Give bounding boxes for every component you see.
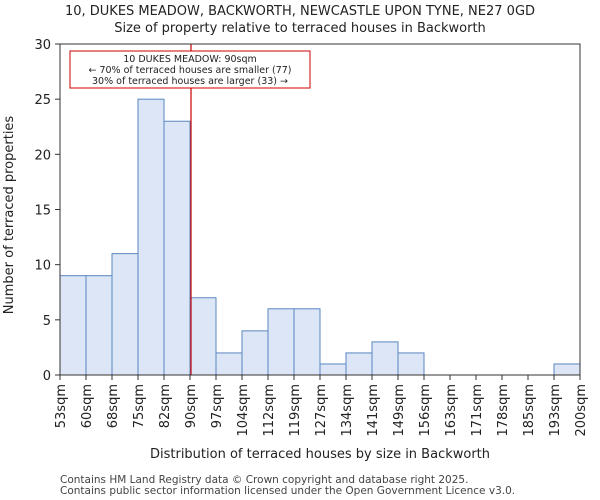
bar-134sqm <box>345 352 373 376</box>
x-tick-label: 53sqm <box>54 384 69 428</box>
y-tick-label: 0 <box>43 369 51 384</box>
bar-82sqm <box>163 120 191 376</box>
y-tick-label: 25 <box>34 93 51 108</box>
x-tick-label: 75sqm <box>132 384 147 428</box>
footer-line-1: Contains HM Land Registry data © Crown c… <box>60 474 468 486</box>
x-tick-label: 82sqm <box>158 384 173 428</box>
x-tick-label: 68sqm <box>106 384 121 428</box>
x-tick-label: 119sqm <box>288 384 303 437</box>
x-tick-label: 163sqm <box>444 384 459 437</box>
chart-subtitle: Size of property relative to terraced ho… <box>114 21 486 36</box>
annotation-line-2: ← 70% of terraced houses are smaller (77… <box>88 65 291 76</box>
annotation-frame <box>69 50 311 89</box>
bar-75sqm <box>137 98 165 376</box>
bar-149sqm <box>397 352 425 376</box>
bars-group <box>59 98 581 376</box>
bar-127sqm <box>319 363 347 376</box>
x-tick-label: 60sqm <box>80 384 95 428</box>
x-axis: 53sqm 60sqm 68sqm 75sqm 82sqm 90sqm 97sqm 104sq… <box>54 375 589 437</box>
y-tick-label: 5 <box>43 314 51 329</box>
bar-97sqm <box>215 352 243 376</box>
y-tick-label: 30 <box>34 38 51 53</box>
y-axis: 0 5 10 15 20 25 30 <box>34 38 60 384</box>
bar-68sqm <box>111 253 139 376</box>
bar-90sqm <box>189 297 217 376</box>
x-tick-label: 104sqm <box>236 384 251 437</box>
y-axis-label: Number of terraced properties <box>2 116 17 315</box>
x-tick-label: 156sqm <box>418 384 433 437</box>
x-tick-label: 200sqm <box>574 384 589 437</box>
bar-119sqm <box>293 308 321 376</box>
bar-60sqm <box>85 275 113 376</box>
x-tick-label: 171sqm <box>470 384 485 437</box>
x-tick-label: 90sqm <box>184 384 199 428</box>
bar-141sqm <box>371 341 399 376</box>
y-tick-label: 10 <box>34 259 51 274</box>
x-tick-label: 178sqm <box>496 384 511 437</box>
annotation-box: 10 DUKES MEADOW: 90sqm ← 70% of terraced… <box>69 50 311 89</box>
annotation-line-1: 10 DUKES MEADOW: 90sqm <box>123 54 257 65</box>
x-tick-label: 127sqm <box>314 384 329 437</box>
y-tick-label: 20 <box>34 148 51 163</box>
bar-104sqm <box>241 330 269 376</box>
x-tick-label: 112sqm <box>262 384 277 437</box>
bar-193sqm <box>553 363 581 376</box>
bar-112sqm <box>267 308 295 376</box>
footer-line-2: Contains public sector information licen… <box>60 485 515 497</box>
x-tick-label: 185sqm <box>522 384 537 437</box>
y-tick-label: 15 <box>34 204 51 219</box>
x-tick-label: 193sqm <box>548 384 563 437</box>
x-tick-label: 149sqm <box>392 384 407 437</box>
x-tick-label: 141sqm <box>366 384 381 437</box>
x-tick-label: 134sqm <box>340 384 355 437</box>
chart-title: 10, DUKES MEADOW, BACKWORTH, NEWCASTLE U… <box>65 4 535 19</box>
annotation-line-3: 30% of terraced houses are larger (33) → <box>92 76 288 87</box>
bar-53sqm <box>59 275 87 376</box>
x-axis-label: Distribution of terraced houses by size … <box>150 447 490 462</box>
x-tick-label: 97sqm <box>210 384 225 428</box>
